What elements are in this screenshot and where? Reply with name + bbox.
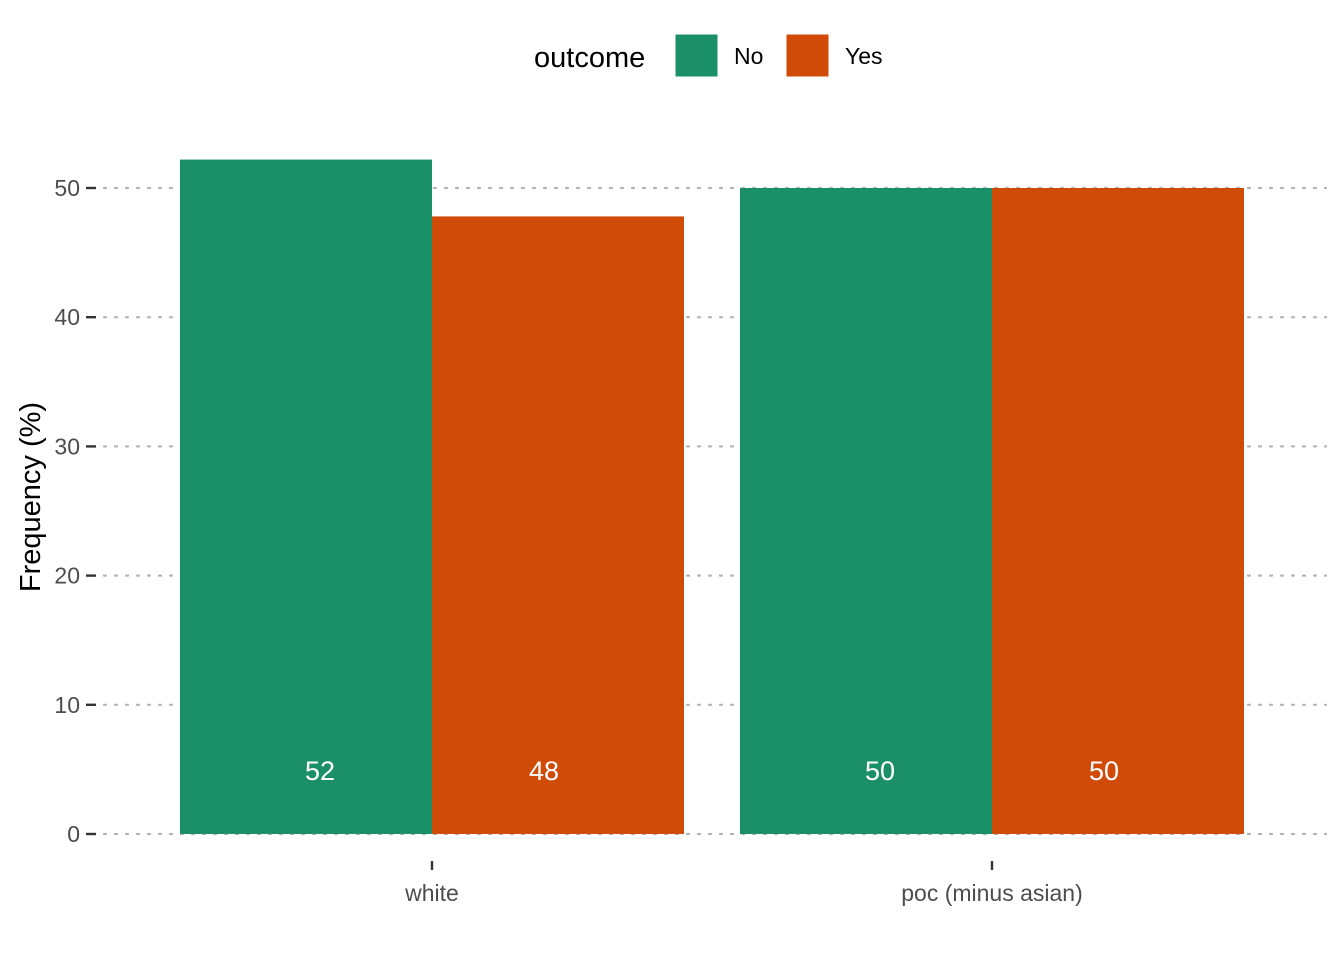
y-tick-label-10: 10 bbox=[54, 692, 80, 718]
bar-white-yes bbox=[432, 216, 684, 834]
legend-label-yes: Yes bbox=[845, 43, 883, 69]
data-label-poc-no: 50 bbox=[865, 756, 895, 786]
bar-poc-yes bbox=[992, 188, 1244, 834]
legend-label-no: No bbox=[734, 43, 763, 69]
bar-poc-no bbox=[740, 188, 992, 834]
x-tick-label-1: poc (minus asian) bbox=[901, 880, 1083, 906]
bar-white-no bbox=[180, 159, 432, 835]
bars bbox=[180, 159, 1244, 835]
y-tick-label-0: 0 bbox=[67, 821, 80, 847]
legend: outcome No Yes bbox=[534, 33, 883, 78]
legend-title: outcome bbox=[534, 42, 645, 74]
y-axis: 0 10 20 30 40 50 bbox=[54, 175, 96, 847]
data-labels: 52 48 50 50 bbox=[305, 756, 1119, 786]
x-tick-label-0: white bbox=[404, 880, 459, 906]
y-tick-label-30: 30 bbox=[54, 433, 80, 459]
data-label-white-no: 52 bbox=[305, 756, 335, 786]
legend-key-yes bbox=[785, 33, 830, 78]
x-axis: white poc (minus asian) bbox=[404, 861, 1083, 906]
data-label-poc-yes: 50 bbox=[1089, 756, 1119, 786]
legend-key-no bbox=[674, 33, 719, 78]
y-tick-label-40: 40 bbox=[54, 304, 80, 330]
y-tick-label-20: 20 bbox=[54, 563, 80, 589]
data-label-white-yes: 48 bbox=[529, 756, 559, 786]
y-tick-label-50: 50 bbox=[54, 175, 80, 201]
y-axis-title: Frequency (%) bbox=[15, 402, 47, 592]
